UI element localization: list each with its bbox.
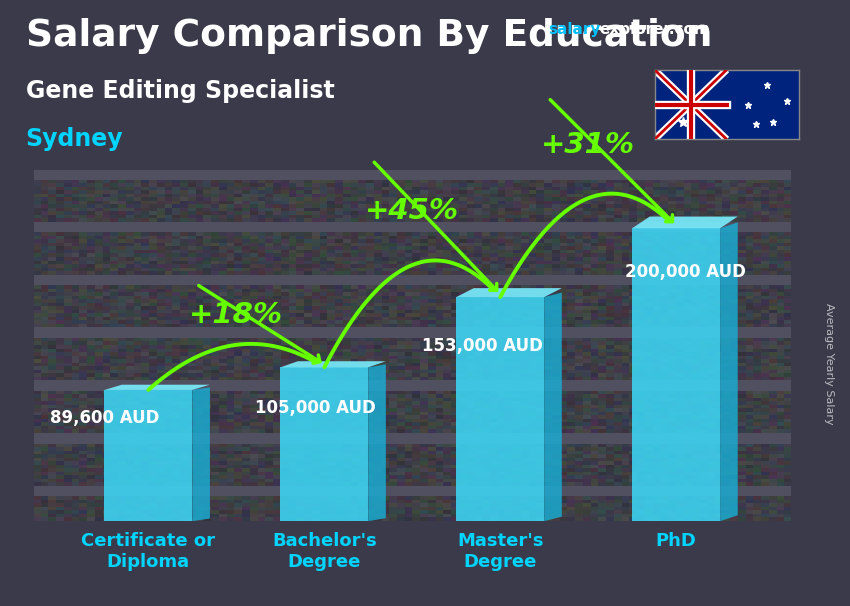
Text: salary: salary [548, 22, 601, 38]
Text: 89,600 AUD: 89,600 AUD [49, 408, 159, 427]
Text: Salary Comparison By Education: Salary Comparison By Education [26, 18, 711, 54]
Polygon shape [368, 364, 386, 521]
Polygon shape [720, 222, 738, 521]
Text: 153,000 AUD: 153,000 AUD [422, 338, 543, 355]
Bar [632, 228, 720, 521]
Text: Gene Editing Specialist: Gene Editing Specialist [26, 79, 334, 103]
Text: explorer.com: explorer.com [599, 22, 710, 38]
Text: 105,000 AUD: 105,000 AUD [255, 399, 376, 416]
Polygon shape [192, 387, 210, 521]
Polygon shape [456, 288, 562, 297]
Polygon shape [544, 293, 562, 521]
Text: Sydney: Sydney [26, 127, 123, 152]
Bar [456, 297, 544, 521]
Polygon shape [280, 361, 386, 367]
Polygon shape [105, 385, 210, 390]
Text: Average Yearly Salary: Average Yearly Salary [824, 303, 834, 424]
Bar [105, 390, 192, 521]
Polygon shape [632, 216, 738, 228]
Bar [280, 367, 368, 521]
Text: +18%: +18% [190, 301, 283, 329]
Text: 200,000 AUD: 200,000 AUD [625, 263, 745, 281]
Text: +45%: +45% [366, 198, 459, 225]
Text: +31%: +31% [541, 132, 635, 159]
